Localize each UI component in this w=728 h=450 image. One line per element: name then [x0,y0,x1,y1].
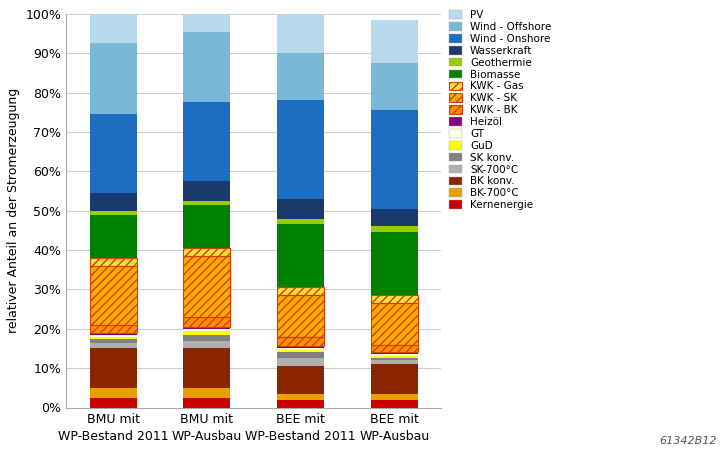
Bar [277,346,324,348]
Bar [183,388,230,398]
Bar [183,181,230,201]
Bar [277,199,324,219]
Bar [183,103,230,181]
Bar [90,325,137,333]
Bar [183,317,230,327]
Bar [183,256,230,317]
Bar [183,201,230,205]
Bar [277,225,324,288]
Bar [277,295,324,337]
Bar [90,211,137,215]
Bar [277,366,324,394]
Bar [90,335,137,337]
Bar [90,215,137,258]
Bar [371,345,418,352]
Bar [371,394,418,400]
Bar [90,337,137,338]
Bar [277,352,324,358]
Text: 61342B12: 61342B12 [660,436,717,446]
Bar [371,295,418,303]
Bar [277,53,324,100]
Bar [90,398,137,408]
Bar [371,226,418,232]
Bar [371,303,418,345]
Bar [90,258,137,266]
Bar [277,337,324,347]
Bar [371,352,418,354]
Bar [90,193,137,211]
Bar [277,358,324,366]
Bar [183,248,230,256]
Bar [277,14,324,53]
Bar [277,295,324,337]
Bar [371,63,418,110]
Bar [183,348,230,388]
Bar [371,358,418,360]
Bar [183,32,230,103]
Bar [90,43,137,114]
Bar [90,114,137,193]
Bar [183,341,230,348]
Bar [371,360,418,364]
Bar [90,14,137,43]
Bar [371,364,418,394]
Bar [183,256,230,317]
Bar [371,295,418,303]
Bar [183,248,230,256]
Bar [371,354,418,356]
Bar [90,342,137,348]
Bar [371,400,418,408]
Bar [183,205,230,248]
Bar [183,14,230,32]
Bar [277,100,324,199]
Bar [183,335,230,341]
Bar [90,266,137,325]
Bar [371,20,418,63]
Bar [90,338,137,342]
Bar [277,394,324,400]
Bar [277,351,324,352]
Bar [90,388,137,398]
Bar [183,331,230,335]
Y-axis label: relativer Anteil an der Stromerzeugung: relativer Anteil an der Stromerzeugung [7,88,20,333]
Bar [90,348,137,388]
Bar [277,400,324,408]
Bar [90,266,137,325]
Legend: PV, Wind - Offshore, Wind - Onshore, Wasserkraft, Geothermie, Biomasse, KWK - Ga: PV, Wind - Offshore, Wind - Onshore, Was… [445,6,555,214]
Bar [277,337,324,347]
Bar [371,110,418,209]
Bar [371,303,418,345]
Bar [277,288,324,295]
Bar [277,288,324,295]
Bar [90,325,137,333]
Bar [277,348,324,351]
Bar [277,219,324,225]
Bar [371,345,418,352]
Bar [183,398,230,408]
Bar [90,258,137,266]
Bar [183,317,230,327]
Bar [371,209,418,226]
Bar [90,333,137,335]
Bar [371,356,418,358]
Bar [371,232,418,295]
Bar [183,327,230,329]
Bar [183,329,230,331]
